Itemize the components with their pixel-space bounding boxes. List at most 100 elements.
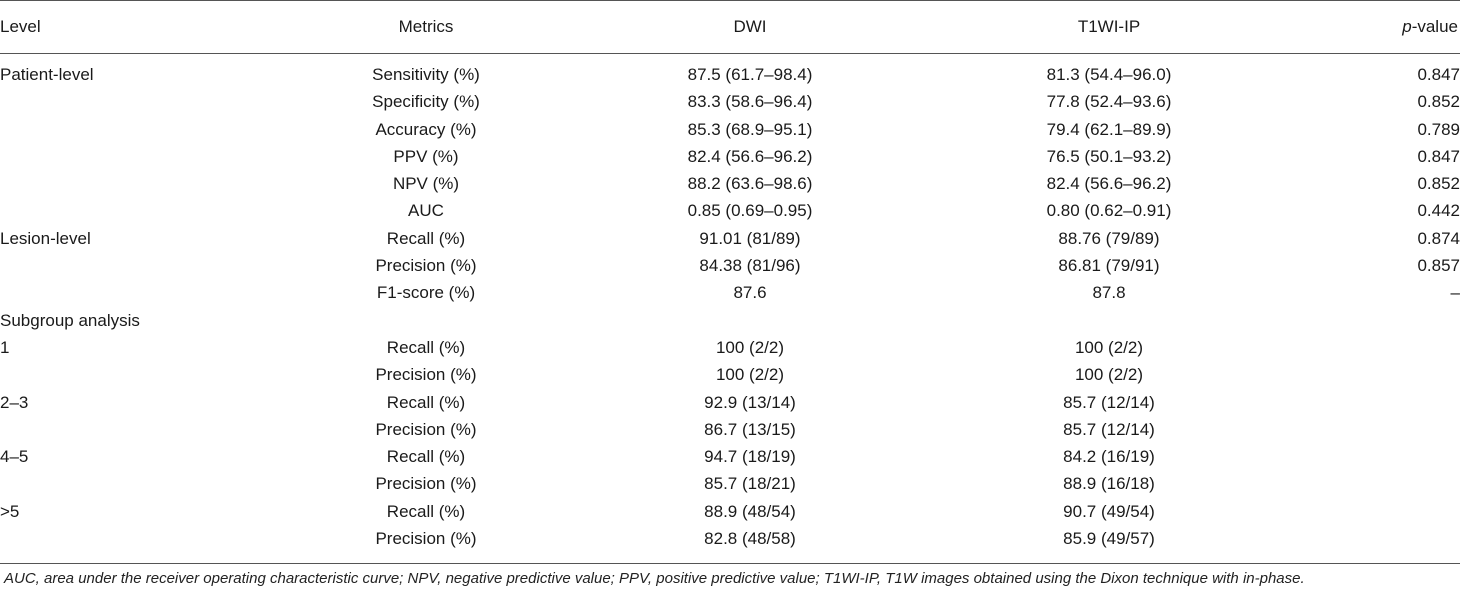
table-row: Precision (%) 82.8 (48/58) 85.9 (49/57) — [0, 525, 1460, 552]
table-row: 4–5 Recall (%) 94.7 (18/19) 84.2 (16/19) — [0, 443, 1460, 470]
row-p-value-cell — [1270, 307, 1460, 334]
table-row: AUC 0.85 (0.69–0.95) 0.80 (0.62–0.91) 0.442 — [0, 197, 1460, 224]
row-level-cell: >5 — [0, 501, 20, 521]
header-p-suffix: -value — [1411, 16, 1458, 36]
table-row: Subgroup analysis — [0, 307, 1460, 334]
row-t1wi-ip-cell: 85.9 (49/57) — [1063, 529, 1155, 549]
row-t1wi-ip-cell: 100 (2/2) — [1074, 337, 1144, 357]
row-metric-cell: Recall (%) — [386, 337, 466, 357]
row-dwi-cell: 88.2 (63.6–98.6) — [687, 174, 813, 194]
row-p-value-cell: 0.847 — [1417, 146, 1460, 166]
row-t1wi-ip-cell — [948, 307, 1270, 334]
row-dwi-cell: 85.3 (68.9–95.1) — [687, 119, 813, 139]
row-t1wi-ip-cell: 77.8 (52.4–93.6) — [1046, 92, 1172, 112]
table-row: Precision (%) 85.7 (18/21) 88.9 (16/18) — [0, 470, 1460, 497]
row-t1wi-ip-cell: 88.76 (79/89) — [1058, 228, 1160, 248]
row-metric-cell: Precision (%) — [375, 529, 477, 549]
table-footnote: AUC, area under the receiver operating c… — [4, 570, 1305, 587]
row-p-value-cell — [1270, 389, 1460, 416]
row-dwi-cell: 85.7 (18/21) — [704, 474, 796, 494]
header-dwi: DWI — [733, 16, 767, 36]
row-level-cell: Patient-level — [0, 65, 94, 84]
header-t1wi-ip: T1WI-IP — [1077, 16, 1141, 36]
table-header-rule — [0, 53, 1460, 54]
table-row: 1 Recall (%) 100 (2/2) 100 (2/2) — [0, 334, 1460, 361]
row-level-cell: 1 — [0, 337, 10, 357]
row-dwi-cell: 91.01 (81/89) — [699, 228, 801, 248]
row-level-cell: Subgroup analysis — [0, 310, 140, 330]
header-p-value: p-value — [1270, 0, 1460, 53]
row-metric-cell: NPV (%) — [392, 174, 460, 194]
row-level-cell — [0, 279, 300, 306]
row-metric-cell: Specificity (%) — [372, 92, 480, 112]
header-level: Level — [0, 16, 41, 36]
row-dwi-cell: 83.3 (58.6–96.4) — [687, 92, 813, 112]
row-level-cell — [0, 170, 300, 197]
row-level-cell: 2–3 — [0, 392, 29, 412]
row-dwi-cell: 100 (2/2) — [715, 337, 785, 357]
row-metric-cell: Recall (%) — [386, 447, 466, 467]
table-row: Precision (%) 86.7 (13/15) 85.7 (12/14) — [0, 416, 1460, 443]
metrics-table: Level Metrics DWI T1WI-IP p-value Patien… — [0, 0, 1460, 552]
table-row: 2–3 Recall (%) 92.9 (13/14) 85.7 (12/14) — [0, 389, 1460, 416]
row-metric-cell: Accuracy (%) — [375, 119, 477, 139]
row-p-value-cell: 0.857 — [1417, 256, 1460, 276]
row-p-value-cell — [1270, 416, 1460, 443]
row-p-value-cell: 0.442 — [1417, 201, 1460, 221]
row-t1wi-ip-cell: 87.8 — [1092, 283, 1126, 303]
row-p-value-cell — [1270, 334, 1460, 361]
table-row: Patient-level Sensitivity (%) 87.5 (61.7–9… — [0, 53, 1460, 88]
row-level-cell — [0, 361, 300, 388]
row-t1wi-ip-cell: 100 (2/2) — [1074, 365, 1144, 385]
table-header-row: Level Metrics DWI T1WI-IP p-value — [0, 0, 1460, 53]
table-row: NPV (%) 88.2 (63.6–98.6) 82.4 (56.6–96.2) 0… — [0, 170, 1460, 197]
row-metric-cell: Recall (%) — [386, 392, 466, 412]
row-t1wi-ip-cell: 82.4 (56.6–96.2) — [1046, 174, 1172, 194]
row-dwi-cell: 87.6 — [733, 283, 767, 303]
row-dwi-cell: 100 (2/2) — [715, 365, 785, 385]
row-level-cell — [0, 116, 300, 143]
row-level-cell — [0, 252, 300, 279]
row-metric-cell: Precision (%) — [375, 365, 477, 385]
table-body: Patient-level Sensitivity (%) 87.5 (61.7–9… — [0, 53, 1460, 552]
row-metric-cell: PPV (%) — [393, 146, 459, 166]
row-p-value-cell: 0.847 — [1417, 65, 1460, 84]
row-metric-cell: Precision (%) — [375, 474, 477, 494]
row-dwi-cell: 82.4 (56.6–96.2) — [687, 146, 813, 166]
row-p-value-cell: 0.852 — [1417, 92, 1460, 112]
row-p-value-cell — [1270, 361, 1460, 388]
row-p-value-cell: 0.789 — [1417, 119, 1460, 139]
row-dwi-cell: 82.8 (48/58) — [704, 529, 796, 549]
table-top-rule — [0, 0, 1460, 1]
table-row: F1-score (%) 87.6 87.8 – — [0, 279, 1460, 306]
row-p-value-cell — [1270, 443, 1460, 470]
row-p-value-cell: – — [1450, 283, 1460, 303]
row-metric-cell: Sensitivity (%) — [372, 65, 480, 84]
row-metric-cell: Precision (%) — [375, 419, 477, 439]
row-p-value-cell: 0.852 — [1417, 174, 1460, 194]
row-t1wi-ip-cell: 85.7 (12/14) — [1063, 419, 1155, 439]
row-level-cell — [0, 143, 300, 170]
row-dwi-cell: 86.7 (13/15) — [704, 419, 796, 439]
row-t1wi-ip-cell: 81.3 (54.4–96.0) — [1046, 65, 1172, 84]
table-row: Lesion-level Recall (%) 91.01 (81/89) 88.76… — [0, 225, 1460, 252]
header-metrics: Metrics — [398, 16, 454, 36]
table-bottom-rule — [0, 563, 1460, 564]
row-t1wi-ip-cell: 84.2 (16/19) — [1063, 447, 1155, 467]
row-dwi-cell: 84.38 (81/96) — [699, 256, 801, 276]
row-metric-cell — [300, 307, 552, 334]
row-dwi-cell: 87.5 (61.7–98.4) — [687, 65, 813, 84]
row-dwi-cell: 92.9 (13/14) — [704, 392, 796, 412]
row-level-cell: 4–5 — [0, 447, 29, 467]
row-dwi-cell: 88.9 (48/54) — [704, 501, 796, 521]
row-t1wi-ip-cell: 0.80 (0.62–0.91) — [1046, 201, 1172, 221]
row-level-cell — [0, 416, 300, 443]
row-level-cell — [0, 88, 300, 115]
row-t1wi-ip-cell: 86.81 (79/91) — [1058, 256, 1160, 276]
row-metric-cell: AUC — [408, 201, 444, 221]
row-t1wi-ip-cell: 76.5 (50.1–93.2) — [1046, 146, 1172, 166]
row-dwi-cell: 0.85 (0.69–0.95) — [687, 201, 813, 221]
row-p-value-cell — [1270, 498, 1460, 525]
row-metric-cell: F1-score (%) — [376, 283, 476, 303]
row-t1wi-ip-cell: 90.7 (49/54) — [1063, 501, 1155, 521]
